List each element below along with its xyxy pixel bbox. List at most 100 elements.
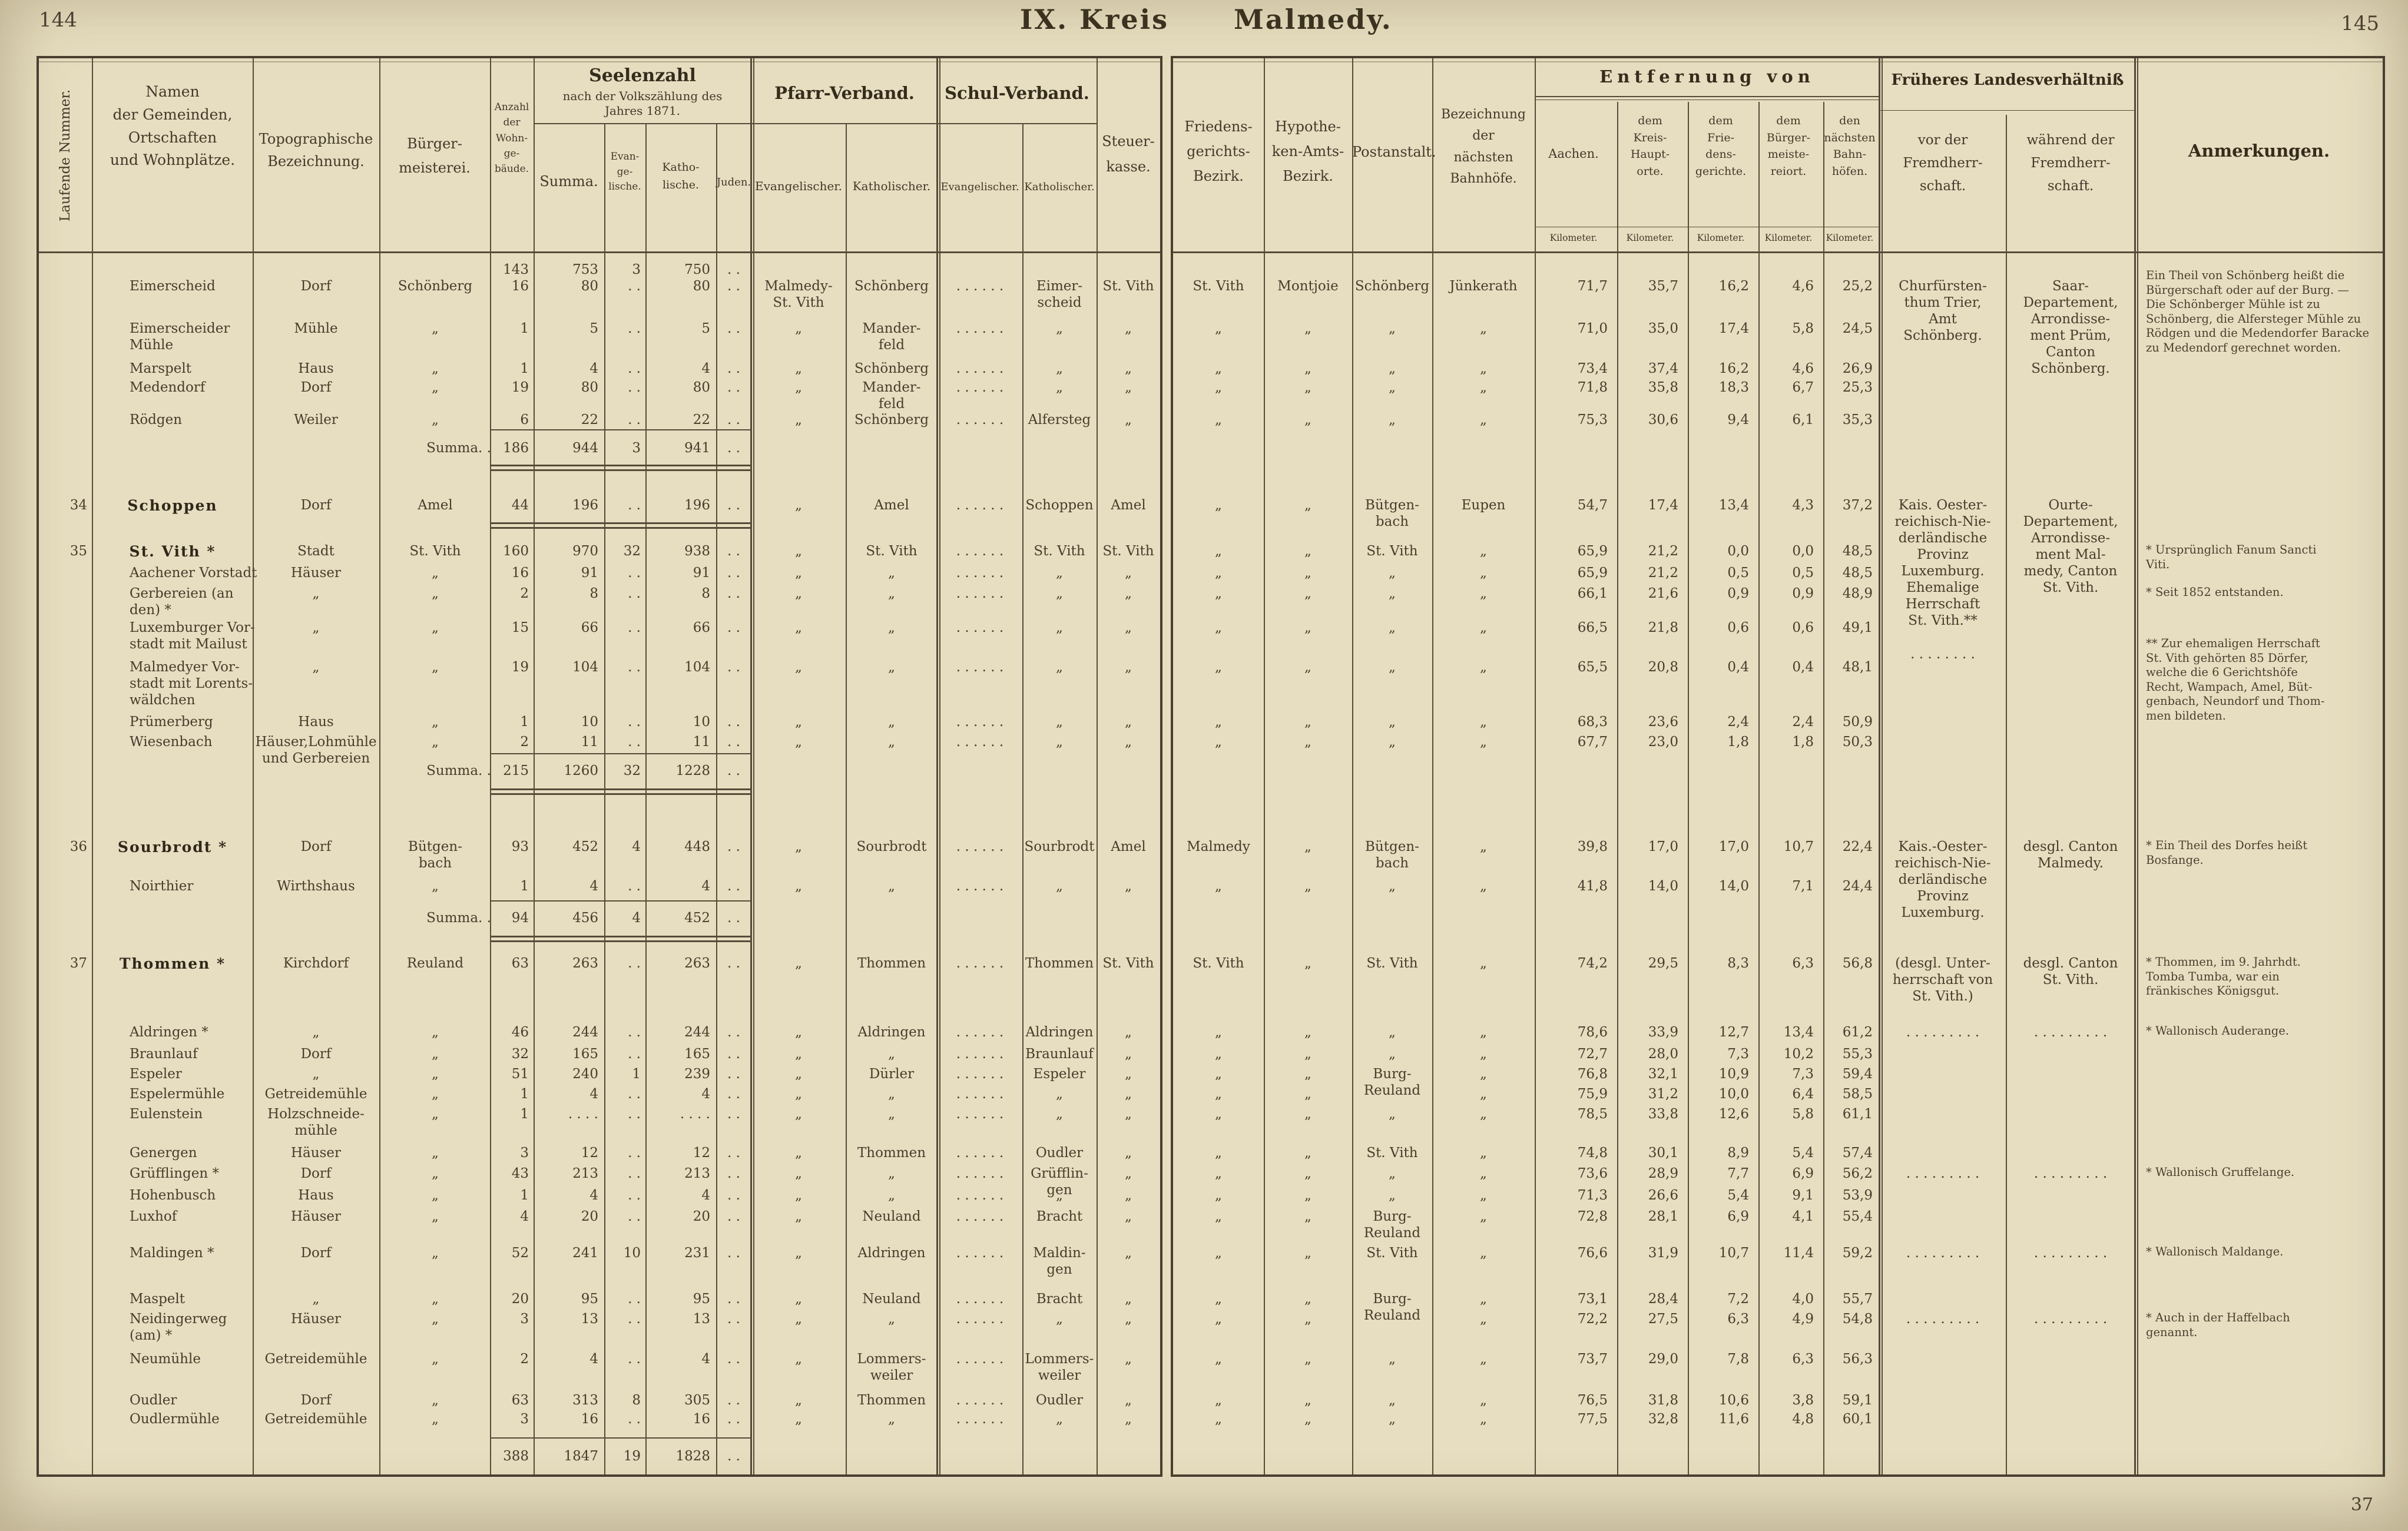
cell-medendorf-schul_kath: „ [1056, 380, 1063, 395]
cell-gruefflingen-kath: 213 [684, 1166, 710, 1181]
cell-neumuehle-houses: 2 [520, 1351, 529, 1367]
cell-hohenbusch-da: 71,3 [1577, 1188, 1608, 1203]
cell-malmedyer-dk: 20,8 [1648, 660, 1678, 675]
cell-espelermuehle-name: Espelermühle [130, 1086, 225, 1102]
cell-medendorf-juden: . . [727, 380, 740, 395]
column-rule [2137, 58, 2138, 1474]
cell-eulenstein-schul_kath: „ [1056, 1106, 1063, 1122]
cell-pruemerberg-topo: Haus [298, 714, 334, 730]
cell-oudlermuehle-db: 4,8 [1792, 1411, 1814, 1427]
cell-oudler-dk: 31,8 [1648, 1393, 1678, 1408]
cell-gerbereien-juden: . . [727, 586, 740, 601]
cell-gerbereien-summa: 8 [589, 586, 598, 601]
note-gruefflingen-anm: * Wallonisch Gruffelange. [2146, 1165, 2295, 1179]
cell-luxemburger-houses: 15 [511, 620, 529, 635]
column-rule [1264, 58, 1265, 1474]
cell-stvith-pfarr_ev: „ [795, 544, 802, 559]
cell-aldringen-buerg: „ [432, 1025, 439, 1040]
cell-eimmuehle-houses: 1 [520, 321, 529, 336]
cell-noirthier-dn: 24,4 [1842, 879, 1873, 894]
rule [751, 123, 938, 124]
cell-gerbereien-schul_ev: . . . . . . [956, 586, 1004, 601]
column-rule [1022, 124, 1024, 1474]
col-header-dist-buergermeistereiort: dem Bürger- meiste- reiort. [1766, 114, 1811, 178]
cell-oudlermuehle-houses: 3 [520, 1411, 529, 1427]
cell-schoppen-schul_ev: . . . . . . [956, 498, 1004, 513]
cell-gerbereien-topo: „ [312, 586, 320, 601]
cell-eimmuehle-df: 17,4 [1718, 321, 1749, 336]
column-rule [1535, 58, 1536, 1474]
cell-espelermuehle-hypo: „ [1304, 1086, 1311, 1102]
cell-stvith-dk: 21,2 [1648, 544, 1678, 559]
cell-noirthier-pfarr_ev: „ [795, 879, 802, 894]
cell-medendorf-houses: 19 [511, 380, 529, 395]
cell-aldringen-schul_ev: . . . . . . [956, 1025, 1004, 1040]
cell-genergen-hypo: „ [1304, 1145, 1311, 1161]
cell-maldingen-db: 11,4 [1783, 1245, 1814, 1261]
cell-oudlermuehle-name: Oudlermühle [130, 1411, 220, 1427]
cell-roedgen-dn: 35,3 [1842, 412, 1873, 428]
cell-genergen-post: St. Vith [1366, 1145, 1418, 1161]
cell-carry-summa: 753 [572, 262, 598, 277]
block-double-rule [490, 936, 751, 937]
cell-espelermuehle-buerg: „ [432, 1086, 439, 1102]
cell-genergen-name: Genergen [130, 1145, 197, 1161]
cell-wiesenbach-topo: Häuser,Lohmühle und Gerbereien [255, 734, 377, 767]
cell-aachener-schul_kath: „ [1056, 565, 1063, 581]
cell-luxhof-kath: 20 [693, 1209, 710, 1224]
cell-eimmuehle-dn: 24,5 [1842, 321, 1873, 336]
cell-marspelt-buerg: „ [432, 361, 439, 376]
cell-aachener-bahnhof: „ [1480, 565, 1487, 581]
cell-roedgen-schul_kath: Alfersteg [1028, 412, 1091, 428]
cell-summa_b-summa: 1260 [564, 763, 598, 778]
cell-hohenbusch-topo: Haus [298, 1188, 334, 1203]
note-malmedyer-vor: . . . . . . . . [1910, 647, 1975, 662]
cell-marspelt-friedens: „ [1215, 361, 1222, 376]
col-header-bahnhoefe: Bezeichnung der nächsten Bahnhöfe. [1441, 107, 1526, 186]
cell-roedgen-dk: 30,6 [1648, 412, 1678, 428]
cell-hohenbusch-dk: 26,6 [1648, 1188, 1678, 1203]
cell-wiesenbach-kath: 11 [693, 734, 710, 750]
col-header-pfarr-evangelischer: Evangelischer. [754, 179, 843, 193]
cell-aachener-db: 0,5 [1792, 565, 1814, 581]
cell-noirthier-summa: 4 [589, 879, 598, 894]
cell-eulenstein-pfarr_kath: „ [888, 1106, 895, 1122]
note-maldingen-anm: * Wallonisch Maldange. [2146, 1245, 2284, 1258]
cell-maldingen-summa: 241 [572, 1245, 598, 1261]
cell-hohenbusch-buerg: „ [432, 1188, 439, 1203]
column-rule [253, 58, 254, 1474]
cell-malmedyer-kath: 104 [684, 660, 710, 675]
cell-braunlauf-db: 10,2 [1783, 1046, 1814, 1062]
cell-eulenstein-post: „ [1389, 1106, 1396, 1122]
cell-luxemburger-steuer: „ [1125, 620, 1132, 635]
cell-noirthier-ev: . . [628, 879, 641, 894]
cell-neidingerweg-steuer: „ [1125, 1311, 1132, 1327]
cell-pruemerberg-steuer: „ [1125, 714, 1132, 730]
cell-luxemburger-dk: 21,8 [1648, 620, 1678, 635]
cell-oudlermuehle-schul_ev: . . . . . . [956, 1411, 1004, 1427]
cell-espelermuehle-pfarr_ev: „ [795, 1086, 802, 1102]
cell-noirthier-juden: . . [727, 879, 740, 894]
note-neidingerweg-anm: * Auch in der Haffelbach genannt. [2146, 1311, 2290, 1339]
cell-espelermuehle-dn: 58,5 [1842, 1086, 1873, 1102]
cell-eulenstein-steuer: „ [1125, 1106, 1132, 1122]
cell-espeler-schul_ev: . . . . . . [956, 1066, 1004, 1082]
cell-stvith-juden: . . [727, 544, 740, 559]
cell-marspelt-ev: . . [628, 361, 641, 376]
cell-luxemburger-pfarr_ev: „ [795, 620, 802, 635]
cell-eimerscheid-da: 71,7 [1577, 279, 1608, 294]
note-thommen-vor: (desgl. Unter- herrschaft von St. Vith.) [1892, 956, 1993, 1005]
cell-hohenbusch-friedens: „ [1215, 1188, 1222, 1203]
cell-pruemerberg-friedens: „ [1215, 714, 1222, 730]
cell-wiesenbach-pfarr_ev: „ [795, 734, 802, 750]
cell-hohenbusch-dn: 53,9 [1842, 1188, 1873, 1203]
cell-oudler-schul_ev: . . . . . . [956, 1393, 1004, 1408]
cell-noirthier-post: „ [1389, 879, 1396, 894]
cell-roedgen-friedens: „ [1215, 412, 1222, 428]
cell-oudlermuehle-dn: 60,1 [1842, 1411, 1873, 1427]
cell-marspelt-post: „ [1389, 361, 1396, 376]
cell-maspelt-bahnhof: „ [1480, 1291, 1487, 1307]
cell-aachener-pfarr_kath: „ [888, 565, 895, 581]
cell-braunlauf-buerg: „ [432, 1046, 439, 1062]
cell-luxhof-dk: 28,1 [1648, 1209, 1678, 1224]
